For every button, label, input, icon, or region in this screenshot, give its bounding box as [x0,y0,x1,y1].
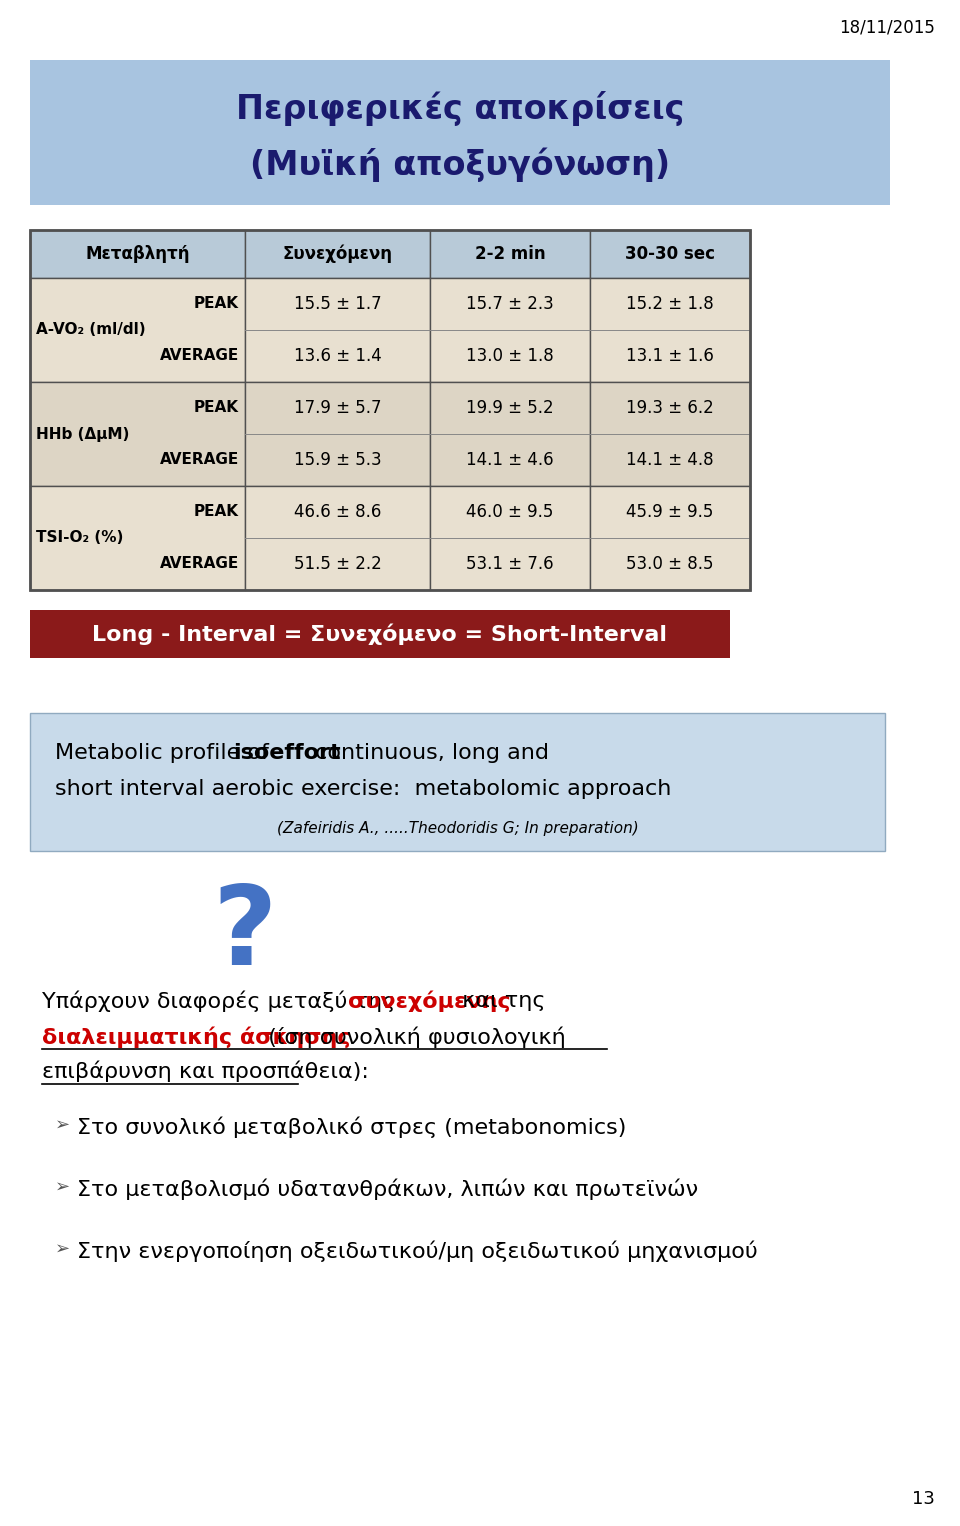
Text: ➢: ➢ [55,1241,70,1257]
Text: 46.0 ± 9.5: 46.0 ± 9.5 [467,504,554,520]
Text: Μεταβλητή: Μεταβλητή [85,246,190,262]
Text: και της: και της [455,990,545,1012]
Text: 46.6 ± 8.6: 46.6 ± 8.6 [294,504,381,520]
Text: PEAK: PEAK [194,505,239,519]
Text: επιβάρυνση και προσπάθεια):: επιβάρυνση και προσπάθεια): [42,1061,369,1082]
Bar [430,485,590,591]
Text: PEAK: PEAK [194,400,239,415]
Text: 13: 13 [912,1489,935,1508]
Bar [245,278,430,382]
Text: AVERAGE: AVERAGE [159,348,239,363]
Text: 14.1 ± 4.6: 14.1 ± 4.6 [467,452,554,468]
Text: ?: ? [213,881,277,987]
Bar [30,60,890,204]
Text: Metabolic profile of: Metabolic profile of [55,743,276,763]
Text: A-VO₂ (ml/dl): A-VO₂ (ml/dl) [36,322,146,337]
Bar [30,230,245,278]
Text: 19.9 ± 5.2: 19.9 ± 5.2 [467,398,554,417]
Text: 13.1 ± 1.6: 13.1 ± 1.6 [626,346,714,365]
Text: short interval aerobic exercise:  metabolomic approach: short interval aerobic exercise: metabol… [55,778,671,800]
Text: isoeffort: isoeffort [233,743,341,763]
Text: (ίση συνολική φυσιολογική: (ίση συνολική φυσιολογική [254,1025,565,1047]
Text: (Μυϊκή αποξυγόνωση): (Μυϊκή αποξυγόνωση) [250,148,670,182]
Bar [590,382,750,485]
Text: 53.1 ± 7.6: 53.1 ± 7.6 [467,555,554,572]
Bar [430,382,590,485]
Text: ➢: ➢ [55,1116,70,1134]
Text: (Zafeiridis A., .....Theodoridis G; In preparation): (Zafeiridis A., .....Theodoridis G; In p… [276,821,638,836]
Bar [30,382,245,485]
Text: continuous, long and: continuous, long and [308,743,549,763]
Text: 15.5 ± 1.7: 15.5 ± 1.7 [294,295,381,313]
Text: 51.5 ± 2.2: 51.5 ± 2.2 [294,555,381,572]
Bar [30,278,245,382]
Bar [245,485,430,591]
Text: 2-2 min: 2-2 min [474,246,545,262]
Text: Στο μεταβολισμό υδατανθράκων, λιπών και πρωτεϊνών: Στο μεταβολισμό υδατανθράκων, λιπών και … [77,1178,698,1199]
Text: PEAK: PEAK [194,296,239,311]
Bar [30,610,730,658]
Text: Στο συνολικό μεταβολικό στρες (metabonomics): Στο συνολικό μεταβολικό στρες (metabonom… [77,1116,626,1137]
Text: HHb (ΔμM): HHb (ΔμM) [36,426,130,441]
Text: 53.0 ± 8.5: 53.0 ± 8.5 [626,555,713,572]
Bar [245,382,430,485]
Text: 18/11/2015: 18/11/2015 [839,18,935,37]
Bar [590,278,750,382]
Text: Περιφερικές αποκρίσεις: Περιφερικές αποκρίσεις [236,90,684,125]
Text: συνεχόμενης: συνεχόμενης [348,990,511,1012]
Text: 45.9 ± 9.5: 45.9 ± 9.5 [626,504,713,520]
Text: AVERAGE: AVERAGE [159,557,239,572]
Text: 17.9 ± 5.7: 17.9 ± 5.7 [294,398,381,417]
Bar [30,713,885,852]
Text: 14.1 ± 4.8: 14.1 ± 4.8 [626,452,714,468]
Bar [30,230,750,591]
Text: διαλειμματικής άσκησης: διαλειμματικής άσκησης [42,1025,350,1047]
Bar [245,230,430,278]
Bar [430,278,590,382]
Text: 30-30 sec: 30-30 sec [625,246,715,262]
Bar [590,230,750,278]
Bar [590,485,750,591]
Text: 19.3 ± 6.2: 19.3 ± 6.2 [626,398,714,417]
Bar [430,230,590,278]
Text: ➢: ➢ [55,1178,70,1196]
Text: AVERAGE: AVERAGE [159,453,239,467]
Text: Στην ενεργοποίηση οξειδωτικού/μη οξειδωτικού μηχανισμού: Στην ενεργοποίηση οξειδωτικού/μη οξειδωτ… [77,1241,757,1262]
Text: Long - Interval = Συνεχόμενο = Short-Interval: Long - Interval = Συνεχόμενο = Short-Int… [92,623,667,645]
Text: 13.6 ± 1.4: 13.6 ± 1.4 [294,346,381,365]
Text: 13.0 ± 1.8: 13.0 ± 1.8 [467,346,554,365]
Text: 15.2 ± 1.8: 15.2 ± 1.8 [626,295,714,313]
Text: TSI-O₂ (%): TSI-O₂ (%) [36,531,124,545]
Bar [30,485,245,591]
Text: Υπάρχουν διαφορές μεταξύ της: Υπάρχουν διαφορές μεταξύ της [42,990,402,1012]
Text: 15.9 ± 5.3: 15.9 ± 5.3 [294,452,381,468]
Text: Συνεχόμενη: Συνεχόμενη [282,244,393,264]
Text: 15.7 ± 2.3: 15.7 ± 2.3 [467,295,554,313]
